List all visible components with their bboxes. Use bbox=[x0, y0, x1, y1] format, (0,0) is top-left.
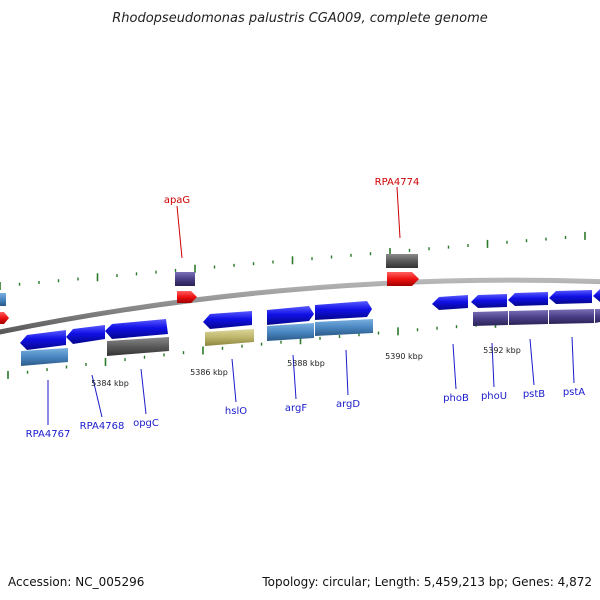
cds-hslO bbox=[205, 329, 254, 346]
cds-pstA bbox=[549, 309, 594, 324]
gene-label-hslO: hslO bbox=[225, 406, 247, 417]
leader-hslO bbox=[231, 358, 237, 403]
cds-pstB bbox=[509, 310, 548, 325]
leader-pstB bbox=[529, 338, 535, 386]
gene-label-pstB: pstB bbox=[523, 389, 545, 400]
map-title: Rhodopseudomonas palustris CGA009, compl… bbox=[112, 11, 488, 26]
leader-pstA bbox=[571, 336, 575, 384]
cds-feature bbox=[0, 293, 6, 306]
leader-opgC bbox=[140, 368, 147, 415]
gene-arrow-opgC bbox=[105, 319, 168, 339]
leader-RPA4774 bbox=[396, 186, 401, 239]
accession-text: Accession: NC_005296 bbox=[8, 575, 144, 589]
gene-label-phoU: phoU bbox=[481, 391, 507, 402]
leader-argF bbox=[292, 354, 297, 400]
gene-arrow-RPA4768 bbox=[66, 325, 105, 344]
cds-argD bbox=[315, 319, 373, 336]
gene-arrow-partial bbox=[593, 289, 600, 302]
scale-label: 5384 kbp bbox=[91, 379, 129, 388]
gene-arrow-RPA4767 bbox=[20, 330, 66, 350]
leader-phoB bbox=[452, 343, 457, 390]
gene-arrow-pstB bbox=[508, 292, 548, 306]
gene-label-opgC: opgC bbox=[133, 418, 159, 429]
gene-arrow-hslO bbox=[203, 311, 252, 329]
gene-arrow-argF bbox=[267, 306, 314, 325]
leader-argD bbox=[345, 349, 349, 396]
highlighted-gene-apaG bbox=[177, 291, 197, 303]
gene-arrow-phoU bbox=[471, 294, 507, 308]
gene-label-RPA4768: RPA4768 bbox=[80, 421, 125, 432]
scale-label: 5392 kbp bbox=[483, 346, 521, 355]
highlighted-gene-RPA4774 bbox=[387, 272, 419, 286]
highlighted-feature bbox=[0, 312, 9, 324]
gene-label-argD: argD bbox=[336, 399, 360, 410]
cds-opgC bbox=[107, 337, 169, 356]
leader-phoU bbox=[491, 342, 495, 388]
cds-feature-apaG bbox=[175, 272, 195, 286]
gene-arrow-pstA bbox=[549, 290, 592, 304]
gene-labels: RPA4767 RPA4768 opgC hslO argF argD phoB phoU ps… bbox=[26, 387, 586, 440]
gene-label-pstA: pstA bbox=[563, 387, 585, 398]
genome-backbone bbox=[0, 277, 600, 335]
cds-argF bbox=[267, 323, 314, 341]
leader-apaG bbox=[176, 205, 183, 259]
cds-feature-RPA4774 bbox=[386, 254, 418, 268]
cds-phoU bbox=[473, 311, 508, 326]
outer-tick-row bbox=[0, 231, 586, 290]
gene-label-apaG: apaG bbox=[164, 195, 190, 206]
gene-label-phoB: phoB bbox=[443, 393, 469, 404]
scale-label: 5388 kbp bbox=[287, 359, 325, 368]
scale-label: 5390 kbp bbox=[385, 352, 423, 361]
cds-RPA4767 bbox=[21, 348, 68, 366]
gene-arrow-argD bbox=[315, 301, 372, 320]
gene-label-RPA4774: RPA4774 bbox=[375, 177, 420, 188]
gene-label-RPA4767: RPA4767 bbox=[26, 429, 71, 440]
cds-partial bbox=[595, 309, 600, 323]
gene-arrow-phoB bbox=[432, 295, 468, 310]
gene-label-argF: argF bbox=[285, 403, 307, 414]
scale-label: 5386 kbp bbox=[190, 368, 228, 377]
label-leaders bbox=[47, 336, 575, 425]
genome-summary-text: Topology: circular; Length: 5,459,213 bp… bbox=[261, 575, 592, 589]
leader-RPA4768 bbox=[91, 374, 103, 418]
